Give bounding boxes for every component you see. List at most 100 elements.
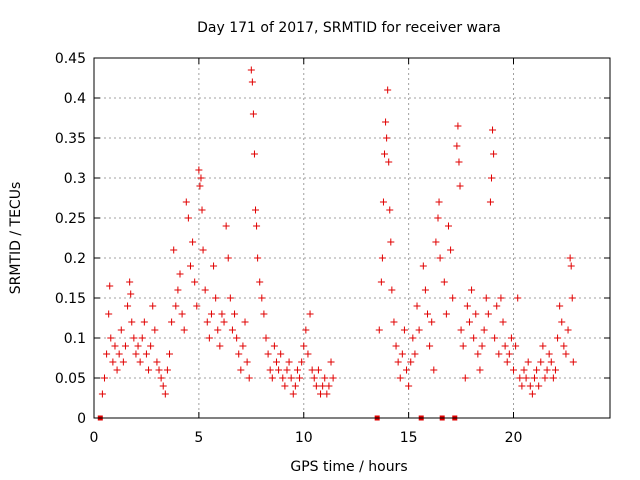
data-point (321, 374, 329, 382)
data-point (302, 326, 310, 334)
plot-frame (93, 57, 611, 419)
data-point (105, 310, 113, 318)
data-point (212, 294, 220, 302)
data-point (472, 310, 480, 318)
data-point (258, 294, 266, 302)
data-point (203, 318, 211, 326)
y-tick-label: 0.45 (55, 51, 86, 67)
data-point (195, 166, 203, 174)
data-point (126, 278, 134, 286)
data-point (151, 326, 159, 334)
data-point (163, 366, 171, 374)
data-point (375, 326, 383, 334)
data-point (300, 342, 308, 350)
data-point (191, 278, 199, 286)
y-tick-label: 0.1 (64, 331, 86, 347)
data-point (329, 374, 337, 382)
data-point (537, 358, 545, 366)
data-point (486, 198, 494, 206)
data-point (421, 286, 429, 294)
data-point (378, 254, 386, 262)
data-point (390, 318, 398, 326)
data-point (262, 334, 270, 342)
data-point (426, 342, 434, 350)
data-point (505, 350, 513, 358)
data-point (205, 334, 213, 342)
data-point (489, 126, 497, 134)
data-point (392, 342, 400, 350)
data-point (413, 302, 421, 310)
data-point (518, 382, 526, 390)
data-point (474, 350, 482, 358)
data-point (325, 382, 333, 390)
data-point (243, 358, 251, 366)
data-point (166, 350, 174, 358)
data-point (130, 334, 138, 342)
data-point (275, 366, 283, 374)
data-point (161, 390, 169, 398)
data-point (449, 294, 457, 302)
data-point (149, 302, 157, 310)
data-point (554, 334, 562, 342)
data-point (314, 366, 322, 374)
data-point (277, 350, 285, 358)
data-point (197, 174, 205, 182)
data-point (220, 318, 228, 326)
data-point (155, 366, 163, 374)
data-point (566, 254, 574, 262)
data-point (128, 318, 136, 326)
data-point (465, 318, 473, 326)
data-point (256, 278, 264, 286)
data-point (487, 174, 495, 182)
data-point (145, 366, 153, 374)
data-point (567, 262, 575, 270)
data-point (283, 366, 291, 374)
y-tick-label: 0 (77, 411, 86, 427)
data-point (387, 238, 395, 246)
data-point (455, 158, 463, 166)
data-point (186, 262, 194, 270)
data-point (250, 150, 258, 158)
y-tick-label: 0.05 (55, 371, 86, 387)
data-point (115, 350, 123, 358)
data-point (424, 310, 432, 318)
data-point (569, 358, 577, 366)
data-point (287, 374, 295, 382)
data-points (97, 66, 577, 421)
data-point (310, 374, 318, 382)
data-point (484, 310, 492, 318)
data-point (541, 374, 549, 382)
data-point (233, 334, 241, 342)
data-point (127, 290, 135, 298)
data-point (400, 326, 408, 334)
data-point (327, 358, 335, 366)
data-point (224, 254, 232, 262)
data-point (507, 334, 515, 342)
data-point (231, 310, 239, 318)
y-axis-title: SRMTID / TECUs (8, 182, 24, 295)
data-point (168, 318, 176, 326)
data-point (100, 374, 108, 382)
data-point (383, 134, 391, 142)
data-point (382, 118, 390, 126)
data-point (113, 366, 121, 374)
data-point (138, 334, 146, 342)
data-point (228, 326, 236, 334)
data-point (510, 366, 518, 374)
data-point (516, 374, 524, 382)
data-point (107, 334, 115, 342)
data-point (268, 374, 276, 382)
data-point (490, 150, 498, 158)
data-point (386, 206, 394, 214)
data-point (98, 390, 106, 398)
data-point (388, 286, 396, 294)
data-point (260, 310, 268, 318)
data-point (539, 342, 547, 350)
data-point (296, 374, 304, 382)
data-point (198, 206, 206, 214)
data-point (415, 326, 423, 334)
data-point (470, 334, 478, 342)
data-point (237, 366, 245, 374)
